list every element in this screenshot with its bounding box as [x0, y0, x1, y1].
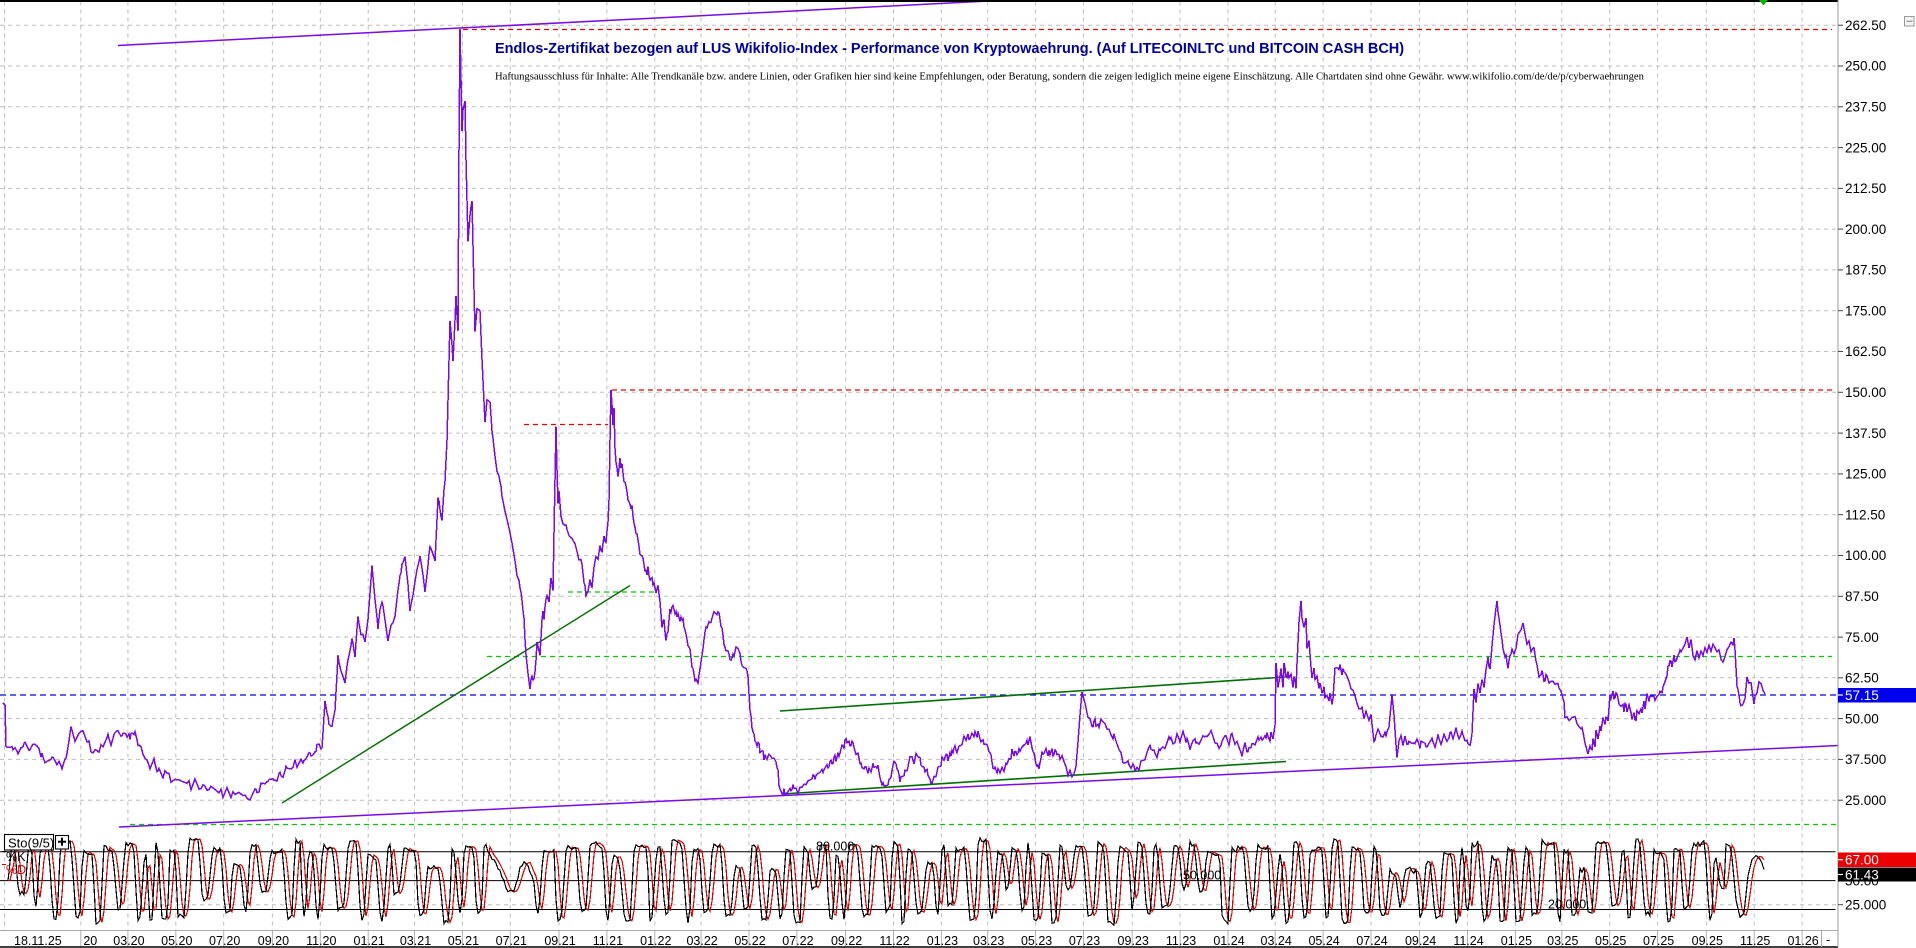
svg-text:03.21: 03.21	[400, 934, 431, 948]
svg-text:05.25: 05.25	[1595, 934, 1626, 948]
svg-text:07.22: 07.22	[782, 934, 813, 948]
svg-text:112.50: 112.50	[1845, 507, 1885, 522]
svg-text:100.00: 100.00	[1845, 548, 1886, 563]
svg-text:03.25: 03.25	[1547, 934, 1578, 948]
svg-text:07.24: 07.24	[1356, 934, 1387, 948]
svg-text:03.23: 03.23	[973, 934, 1004, 948]
svg-text:07.23: 07.23	[1069, 934, 1100, 948]
svg-text:03.20: 03.20	[113, 934, 144, 948]
svg-text:25.000: 25.000	[1845, 897, 1886, 912]
svg-text:212.50: 212.50	[1845, 181, 1886, 196]
svg-text:01.22: 01.22	[640, 934, 671, 948]
svg-text:11.20: 11.20	[306, 934, 336, 948]
svg-text:01.26: 01.26	[1787, 934, 1818, 948]
svg-text:11.24: 11.24	[1453, 934, 1483, 948]
svg-text:-: -	[1826, 932, 1830, 947]
svg-text:05.21: 05.21	[448, 934, 479, 948]
svg-text:125.00: 125.00	[1845, 467, 1886, 482]
svg-text:37.500: 37.500	[1845, 752, 1886, 767]
svg-text:11.23: 11.23	[1166, 934, 1196, 948]
svg-text:07.21: 07.21	[496, 934, 527, 948]
svg-text:150.00: 150.00	[1845, 385, 1886, 400]
svg-text:50.000: 50.000	[1183, 869, 1221, 883]
svg-text:05.20: 05.20	[161, 934, 192, 948]
svg-text:137.50: 137.50	[1845, 426, 1886, 441]
svg-text:57.15: 57.15	[1845, 688, 1879, 703]
svg-text:09.22: 09.22	[831, 934, 862, 948]
svg-text:250.00: 250.00	[1845, 59, 1886, 74]
svg-text:01.23: 01.23	[927, 934, 958, 948]
svg-text:225.00: 225.00	[1845, 140, 1886, 155]
svg-text:07.20: 07.20	[209, 934, 240, 948]
svg-text:05.23: 05.23	[1021, 934, 1052, 948]
svg-text:61.43: 61.43	[1845, 867, 1879, 882]
svg-text:20: 20	[83, 934, 97, 948]
svg-text:05.22: 05.22	[734, 934, 765, 948]
svg-text:07.25: 07.25	[1643, 934, 1674, 948]
svg-text:09.20: 09.20	[258, 934, 289, 948]
svg-text:09.21: 09.21	[544, 934, 575, 948]
svg-text:262.50: 262.50	[1845, 18, 1886, 33]
svg-text:87.50: 87.50	[1845, 589, 1879, 604]
svg-text:162.50: 162.50	[1845, 344, 1886, 359]
svg-text:Endlos-Zertifikat bezogen auf: Endlos-Zertifikat bezogen auf LUS Wikifo…	[495, 41, 1404, 57]
svg-text:05.24: 05.24	[1308, 934, 1339, 948]
svg-text:11.22: 11.22	[879, 934, 909, 948]
svg-text:200.00: 200.00	[1845, 222, 1886, 237]
svg-text:09.23: 09.23	[1118, 934, 1149, 948]
svg-text:237.50: 237.50	[1845, 100, 1886, 115]
svg-text:11.21: 11.21	[593, 934, 623, 948]
svg-text:67.00: 67.00	[1845, 853, 1879, 868]
svg-text:175.00: 175.00	[1845, 303, 1886, 318]
svg-text:09.25: 09.25	[1692, 934, 1723, 948]
svg-text:Sto(9/5): Sto(9/5)	[8, 835, 54, 850]
svg-text:80.000: 80.000	[816, 840, 854, 854]
svg-text:%K: %K	[6, 850, 26, 864]
svg-text:75.00: 75.00	[1845, 630, 1879, 645]
svg-text:%D: %D	[6, 863, 26, 877]
svg-text:01.25: 01.25	[1501, 934, 1532, 948]
svg-text:11.25: 11.25	[1740, 934, 1770, 948]
svg-text:Haftungsausschluss für Inhalte: Haftungsausschluss für Inhalte: Alle Tre…	[495, 72, 1645, 83]
svg-text:25.000: 25.000	[1845, 793, 1886, 808]
svg-text:01.21: 01.21	[354, 934, 385, 948]
svg-text:03.22: 03.22	[686, 934, 717, 948]
svg-text:20.000: 20.000	[1548, 898, 1586, 912]
svg-text:03.24: 03.24	[1261, 934, 1292, 948]
svg-text:187.50: 187.50	[1845, 263, 1886, 278]
svg-text:18.11.25: 18.11.25	[14, 934, 62, 948]
svg-text:01.24: 01.24	[1213, 934, 1244, 948]
svg-text:50.00: 50.00	[1845, 711, 1879, 726]
svg-text:62.50: 62.50	[1845, 671, 1879, 686]
svg-text:09.24: 09.24	[1405, 934, 1436, 948]
